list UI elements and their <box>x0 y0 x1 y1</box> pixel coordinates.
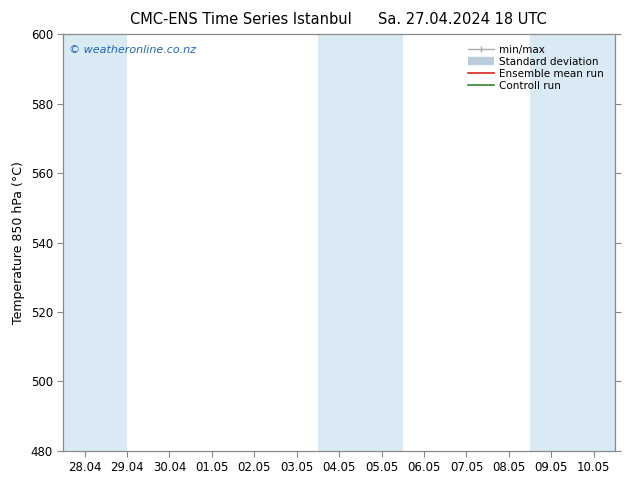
Bar <box>318 34 403 451</box>
Bar <box>530 34 615 451</box>
Text: CMC-ENS Time Series Istanbul: CMC-ENS Time Series Istanbul <box>130 12 352 27</box>
Text: © weatheronline.co.nz: © weatheronline.co.nz <box>69 45 196 55</box>
Legend: min/max, Standard deviation, Ensemble mean run, Controll run: min/max, Standard deviation, Ensemble me… <box>465 42 607 94</box>
Bar <box>63 34 127 451</box>
Y-axis label: Temperature 850 hPa (°C): Temperature 850 hPa (°C) <box>12 161 25 324</box>
Text: Sa. 27.04.2024 18 UTC: Sa. 27.04.2024 18 UTC <box>378 12 547 27</box>
